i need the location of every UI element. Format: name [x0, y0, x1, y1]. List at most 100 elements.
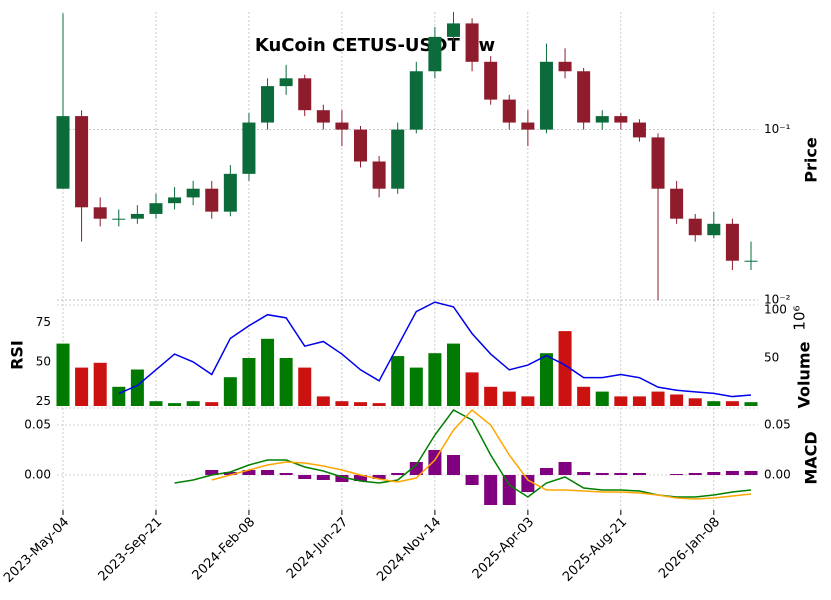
y-tick-label: 0.05 [764, 418, 791, 432]
volume-bar [502, 391, 516, 406]
histogram-bar [725, 471, 739, 475]
volume-bar [168, 403, 182, 406]
volume-bar [186, 401, 200, 406]
candle-body [577, 71, 591, 123]
histogram-bar [409, 462, 423, 475]
chart-title: KuCoin CETUS-USDT 1w [255, 35, 495, 56]
histogram-bar [205, 470, 219, 475]
volume-bar [688, 398, 702, 406]
candle-body [484, 61, 498, 100]
histogram-bar [465, 475, 479, 485]
histogram-bar [298, 475, 312, 479]
candle-body [446, 23, 460, 37]
volume-bar [149, 401, 163, 406]
histogram-bar [335, 475, 349, 482]
volume-bar [428, 353, 442, 406]
histogram-bar [502, 475, 516, 505]
histogram-bar [372, 475, 386, 479]
volume-bar [595, 391, 609, 406]
volume-bar [93, 362, 107, 406]
histogram-bar [223, 472, 237, 475]
candle-body [688, 218, 702, 236]
candle-body [75, 116, 89, 208]
volume-bar [409, 367, 423, 406]
histogram-bar [707, 472, 721, 475]
volume-bar [279, 358, 293, 406]
y-axis-label: RSI [8, 340, 27, 370]
histogram-bar [261, 470, 275, 475]
candle-body [261, 86, 275, 123]
macd-line [174, 409, 752, 498]
volume-bar [465, 372, 479, 406]
volume-bar [744, 402, 758, 406]
candle-body [279, 78, 293, 87]
x-tick-label: 2023-Sep-21 [96, 515, 166, 585]
candle-body [502, 99, 516, 123]
y-tick-label: 50 [36, 354, 51, 368]
x-tick-label: 2024-Jun-27 [284, 515, 351, 582]
volume-bar [298, 367, 312, 406]
y-tick-label: 0.05 [24, 418, 51, 432]
volume-bar [56, 343, 70, 406]
candle-body [465, 23, 479, 62]
volume-bar [651, 391, 665, 406]
x-tick-label: 2023-May-04 [1, 515, 72, 586]
y-axis-label: MACD [802, 431, 821, 484]
volume-bar [391, 356, 405, 406]
histogram-bar [632, 473, 646, 475]
candle-body [725, 223, 739, 261]
histogram-bar [316, 475, 330, 480]
candle-body [391, 129, 405, 189]
candle-body [130, 213, 144, 219]
x-tick-label: 2024-Feb-08 [190, 515, 259, 584]
histogram-bar [558, 462, 572, 475]
candle-body [186, 188, 200, 198]
y-tick-label: 10⁻² [764, 293, 791, 307]
histogram-bar [744, 471, 758, 475]
volume-bar [577, 386, 591, 406]
histogram-bar [670, 474, 684, 475]
candle-body [93, 207, 107, 219]
candle-body [539, 61, 553, 130]
candle-body [428, 36, 442, 72]
y-tick-label: 75 [36, 315, 51, 329]
x-tick-label: 2026-Jan-08 [656, 515, 723, 582]
candle-body [707, 223, 721, 236]
volume-bar [75, 367, 89, 406]
candle-body [670, 188, 684, 219]
volume-bar [484, 386, 498, 406]
candle-body [372, 161, 386, 189]
histogram-bar [595, 473, 609, 475]
histogram-bar [688, 473, 702, 475]
rsi-line [118, 301, 752, 398]
y-tick-label: 100 [764, 303, 787, 317]
x-tick-label: 2025-Aug-21 [560, 515, 630, 585]
candle-body [298, 78, 312, 111]
candle-body [595, 116, 609, 123]
candle-body [354, 129, 368, 162]
candle-body [242, 122, 256, 174]
volume-bar [558, 331, 572, 406]
volume-bar [130, 369, 144, 406]
candle-body [744, 260, 758, 262]
volume-bar [112, 386, 126, 406]
histogram-bar [614, 473, 628, 475]
volume-bar [372, 403, 386, 406]
histogram-bar [484, 475, 498, 505]
volume-bar [335, 401, 349, 406]
axis-offset: 10⁶ [791, 305, 809, 330]
volume-bar [632, 396, 646, 406]
volume-bar [223, 377, 237, 406]
x-tick-label: 2025-Apr-03 [470, 515, 537, 582]
candle-body [614, 116, 628, 123]
y-axis-label: Volume [795, 341, 814, 408]
candle-body [409, 71, 423, 130]
histogram-bar [279, 473, 293, 475]
volume-bar [707, 401, 721, 406]
y-tick-label: 10⁻¹ [764, 122, 791, 136]
candle-body [632, 122, 646, 138]
x-tick-label: 2024-Nov-14 [374, 515, 444, 585]
candle-body [168, 197, 182, 204]
candle-body [56, 116, 70, 189]
histogram-bar [577, 472, 591, 475]
